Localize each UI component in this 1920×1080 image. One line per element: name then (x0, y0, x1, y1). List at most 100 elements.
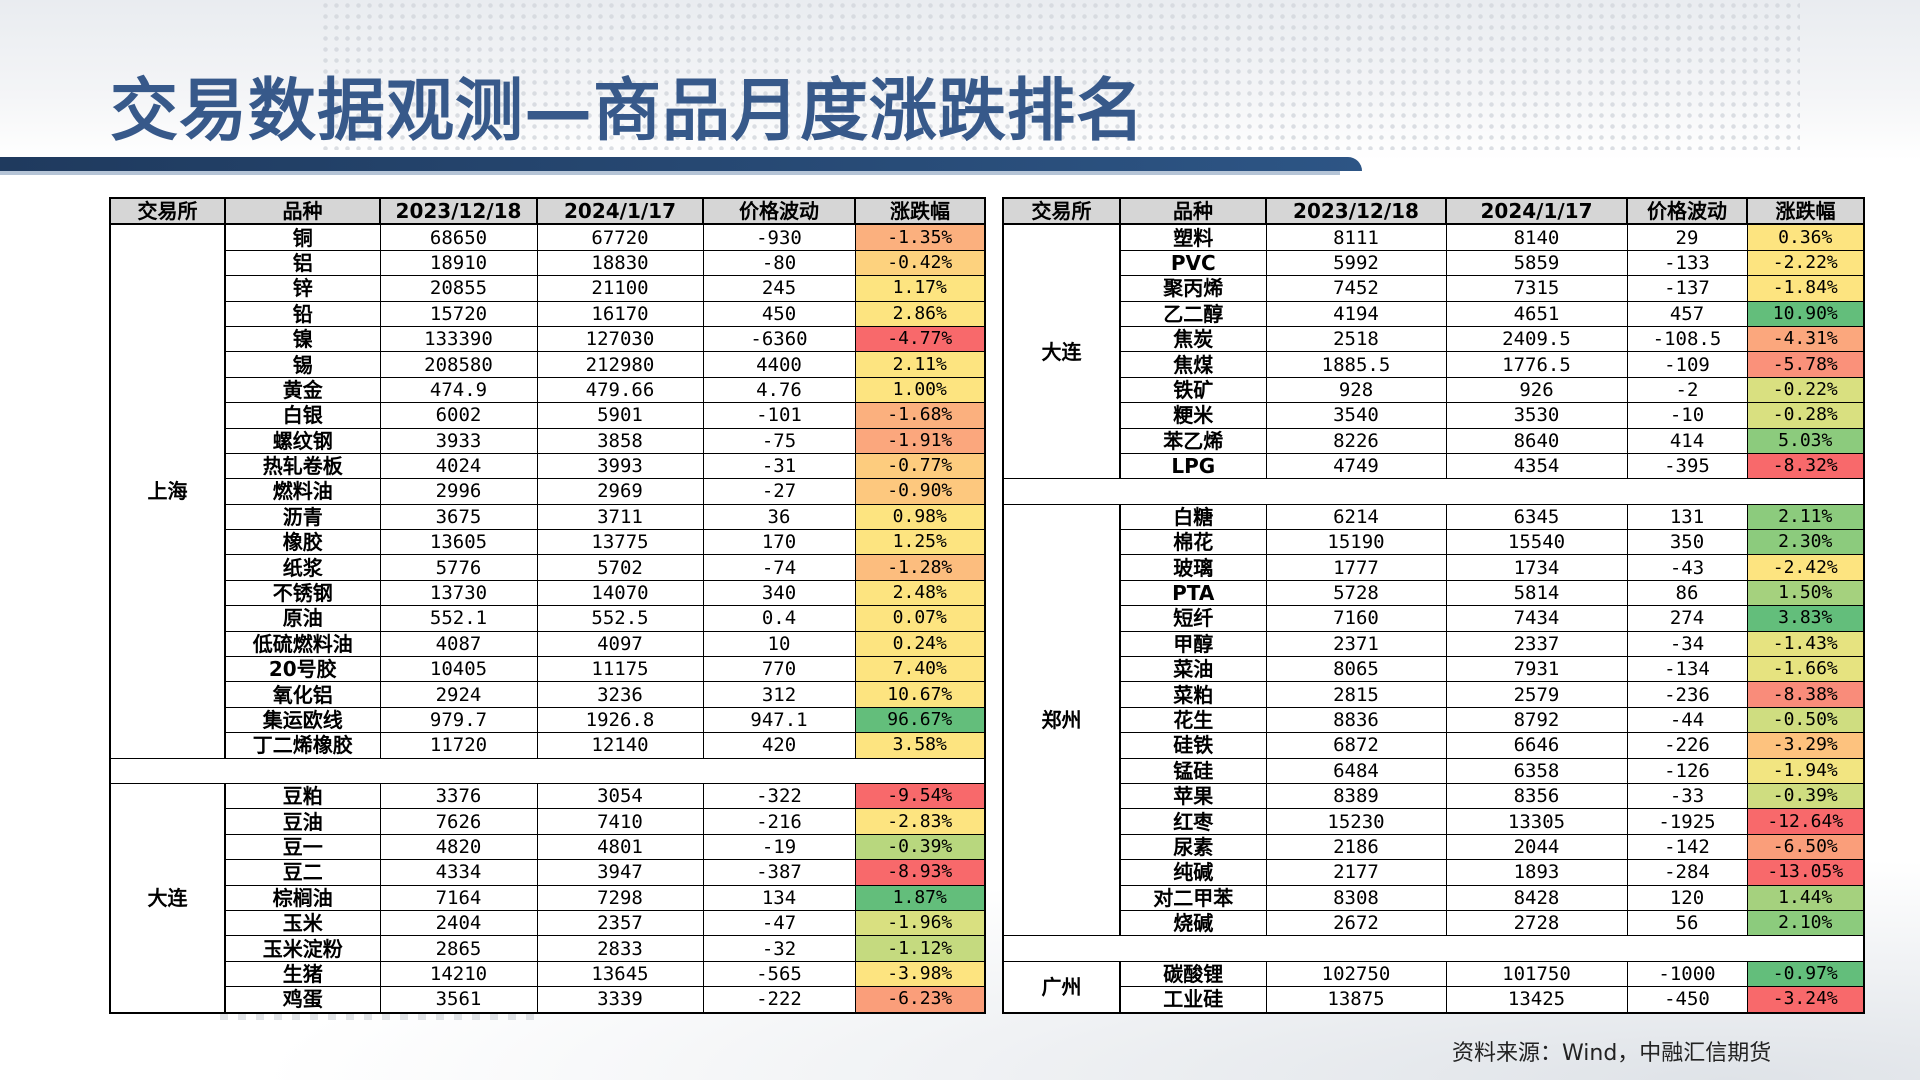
table-row: 橡胶 13605 13775 170 1.25% (110, 529, 986, 556)
commodity-name-cell: 不锈钢 (224, 579, 381, 607)
commodity-name-cell: 生猪 (224, 960, 381, 988)
table-row: LPG 4749 4354 -395 -8.32% (1003, 452, 1865, 480)
price-date-2-cell: 14070 (536, 579, 704, 607)
price-date-2-cell: 2357 (536, 909, 704, 937)
commodity-name-cell: 玻璃 (1119, 554, 1267, 581)
price-date-1-cell: 552.1 (379, 605, 538, 632)
pct-change-cell: -4.31% (1746, 325, 1865, 353)
table-row: 沥青 3675 3711 36 0.98% (110, 503, 986, 531)
commodity-name-cell: 豆粕 (224, 782, 381, 810)
pct-change-cell: 2.11% (1746, 503, 1865, 531)
price-date-2-cell: 67720 (536, 223, 704, 251)
right-ranking-table: 交易所 品种 2023/12/18 2024/1/17 价格波动 涨跌幅 大连 塑料 8111… (1002, 196, 1865, 1014)
price-change-cell: 29 (1626, 223, 1748, 251)
price-date-2-cell: 11175 (536, 656, 704, 683)
group-separator-row (109, 757, 986, 784)
price-change-cell: 457 (1626, 300, 1748, 327)
table-row: PVC 5992 5859 -133 -2.22% (1003, 249, 1865, 277)
table-row: 低硫燃料油 4087 4097 10 0.24% (110, 630, 986, 658)
price-date-2-cell: 21100 (536, 275, 704, 302)
price-date-1-cell: 2996 (379, 478, 538, 505)
table-row: 纸浆 5776 5702 -74 -1.28% (110, 554, 986, 581)
price-change-cell: -10 (1626, 402, 1748, 429)
commodity-name-cell: 玉米 (224, 909, 381, 937)
price-date-1-cell: 4749 (1265, 452, 1447, 480)
commodity-name-cell: 铜 (224, 223, 381, 251)
commodity-name-cell: 菜油 (1119, 656, 1267, 683)
price-date-1-cell: 68650 (379, 223, 538, 251)
price-change-cell: -387 (702, 859, 856, 886)
table-header-row: 交易所 品种 2023/12/18 2024/1/17 价格波动 涨跌幅 (1002, 196, 1865, 226)
price-change-cell: -75 (702, 427, 856, 454)
table-row: 苯乙烯 8226 8640 414 5.03% (1003, 427, 1865, 454)
price-date-2-cell: 7410 (536, 808, 704, 835)
commodity-name-cell: 沥青 (224, 503, 381, 531)
pct-change-cell: 2.86% (854, 300, 986, 327)
data-source-note: 资料来源：Wind，中融汇信期货 (1452, 1041, 1772, 1066)
price-change-cell: -216 (702, 808, 856, 835)
price-change-cell: -450 (1626, 986, 1748, 1013)
table-row: 黄金 474.9 479.66 4.76 1.00% (110, 376, 986, 404)
price-change-cell: 36 (702, 503, 856, 531)
commodity-name-cell: 豆油 (224, 808, 381, 835)
price-date-2-cell: 1893 (1445, 859, 1628, 886)
pct-change-cell: -1.94% (1746, 757, 1865, 784)
price-change-cell: -137 (1626, 275, 1748, 302)
commodity-name-cell: 集运欧线 (224, 706, 381, 734)
price-date-1-cell: 3675 (379, 503, 538, 531)
pct-change-cell: -1.68% (854, 402, 986, 429)
pct-change-cell: -8.38% (1746, 681, 1865, 708)
table-row: 烧碱 2672 2728 56 2.10% (1003, 909, 1865, 937)
table-row: 大连 豆粕 3376 3054 -322 -9.54% (109, 782, 986, 1014)
pct-change-cell: -3.29% (1746, 732, 1865, 759)
pct-change-cell: -3.98% (854, 960, 986, 988)
price-date-2-cell: 5859 (1445, 249, 1628, 277)
price-date-2-cell: 18830 (536, 249, 704, 277)
price-date-2-cell: 2579 (1445, 681, 1628, 708)
pct-change-cell: 1.25% (854, 529, 986, 556)
price-change-cell: -565 (702, 960, 856, 988)
table-row: 硅铁 6872 6646 -226 -3.29% (1003, 732, 1865, 759)
commodity-name-cell: 白银 (224, 402, 381, 429)
pct-change-cell: 0.07% (854, 605, 986, 632)
commodity-name-cell: 苹果 (1119, 782, 1267, 810)
pct-change-cell: 1.50% (1746, 579, 1865, 607)
price-date-2-cell: 2728 (1445, 909, 1628, 937)
price-change-cell: -109 (1626, 351, 1748, 378)
pct-change-cell: -0.39% (1746, 782, 1865, 810)
exchange-cell: 郑州 (1002, 503, 1121, 937)
header-commodity: 品种 (1119, 196, 1267, 226)
price-date-1-cell: 4334 (379, 859, 538, 886)
commodity-name-cell: LPG (1119, 452, 1267, 480)
price-date-1-cell: 7452 (1265, 275, 1447, 302)
pct-change-cell: 0.36% (1746, 223, 1865, 251)
price-date-1-cell: 1777 (1265, 554, 1447, 581)
table-row: 铁矿 928 926 -2 -0.22% (1003, 376, 1865, 404)
table-row: 苹果 8389 8356 -33 -0.39% (1003, 782, 1865, 810)
pct-change-cell: -6.23% (854, 986, 986, 1013)
commodity-name-cell: 乙二醇 (1119, 300, 1267, 327)
price-date-1-cell: 15720 (379, 300, 538, 327)
right-ranking-table-panel: 交易所 品种 2023/12/18 2024/1/17 价格波动 涨跌幅 大连 塑料 8111… (1002, 196, 1865, 1014)
pct-change-cell: -1.28% (854, 554, 986, 581)
table-row: 菜粕 2815 2579 -236 -8.38% (1003, 681, 1865, 708)
commodity-name-cell: 花生 (1119, 706, 1267, 734)
pct-change-cell: -2.83% (854, 808, 986, 835)
left-ranking-table-panel: 交易所 品种 2023/12/18 2024/1/17 价格波动 涨跌幅 上海铜 68650… (109, 196, 986, 1014)
price-date-1-cell: 6484 (1265, 757, 1447, 784)
table-row: 玉米淀粉 2865 2833 -32 -1.12% (110, 935, 986, 962)
pct-change-cell: 10.67% (854, 681, 986, 708)
price-date-1-cell: 6214 (1265, 503, 1447, 531)
pct-change-cell: -1.96% (854, 909, 986, 937)
pct-change-cell: -6.50% (1746, 833, 1865, 861)
price-date-2-cell: 3993 (536, 452, 704, 480)
table-row: 氧化铝 2924 3236 312 10.67% (110, 681, 986, 708)
table-row: 集运欧线 979.7 1926.8 947.1 96.67% (110, 706, 986, 734)
table-row: 红枣 15230 13305 -1925 -12.64% (1003, 808, 1865, 835)
commodity-name-cell: 铁矿 (1119, 376, 1267, 404)
table-row: 短纤 7160 7434 274 3.83% (1003, 605, 1865, 632)
price-date-2-cell: 3711 (536, 503, 704, 531)
table-row: 焦煤 1885.5 1776.5 -109 -5.78% (1003, 351, 1865, 378)
price-change-cell: 56 (1626, 909, 1748, 937)
pct-change-cell: 2.10% (1746, 909, 1865, 937)
